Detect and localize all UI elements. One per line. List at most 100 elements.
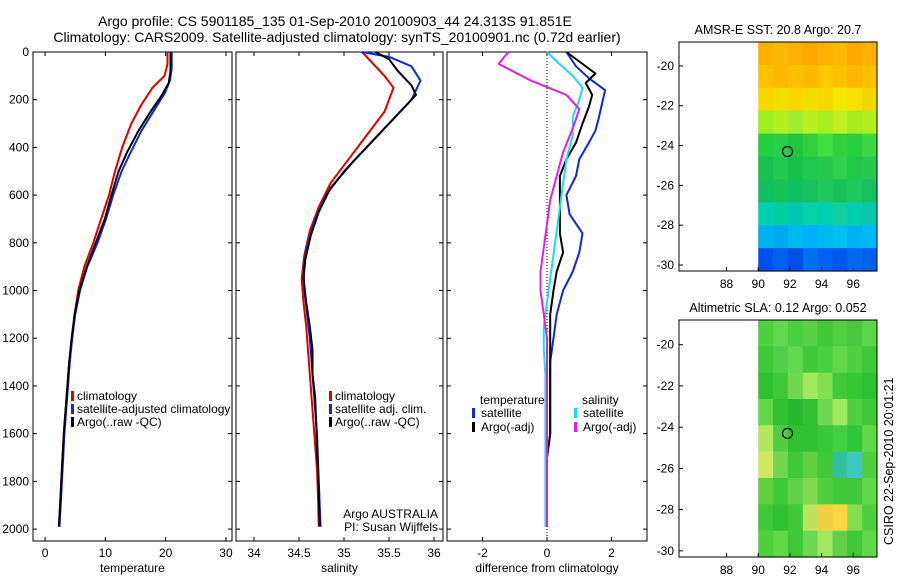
sla-map-cell — [787, 346, 804, 374]
ytick-label: -30 — [657, 544, 675, 558]
sst-map-cell — [773, 87, 789, 112]
sst-map-cell — [802, 225, 819, 249]
salinity-legend-swatch — [329, 404, 332, 414]
sla-map-cell — [832, 451, 848, 479]
sst-map-cell — [847, 179, 863, 203]
sla-map-cell — [773, 372, 789, 400]
sla-map-cell — [802, 320, 819, 347]
sst-map-cell — [817, 110, 833, 135]
sla-map-cell — [847, 346, 863, 374]
sst-map-cell — [802, 87, 819, 112]
sla-map-cell — [862, 346, 878, 374]
sst-map-cell — [787, 202, 804, 226]
temperature-legend-swatch — [71, 417, 74, 427]
sla-map-cell — [787, 372, 804, 400]
sla-map-cell — [862, 399, 878, 426]
sst-map-cell — [758, 179, 774, 203]
xtick-label: 10 — [99, 546, 113, 560]
sst-map-cell — [817, 42, 833, 66]
ytick-label: -24 — [657, 420, 675, 434]
legend-label-salinity: Argo(-adj) — [583, 420, 636, 434]
ytick-label: -26 — [657, 461, 675, 475]
sla-map-cell — [758, 320, 774, 347]
sla-map-cell — [758, 399, 774, 426]
sst-map-cell — [787, 225, 804, 249]
sla-map-cell — [787, 399, 804, 426]
sst-map-cell — [847, 133, 863, 158]
sla-map-cell — [802, 504, 819, 532]
temperature-legend-label: satellite-adjusted climatology — [77, 402, 230, 416]
sst-map-argo-position-marker — [781, 145, 794, 158]
salinity-legend-swatch — [329, 391, 332, 401]
ytick-label: -22 — [657, 99, 675, 113]
sst-map-cell — [862, 248, 878, 272]
sla-map-cell — [817, 372, 833, 400]
sla-map-cell — [862, 530, 878, 558]
sst-map-cell — [862, 64, 878, 89]
sla-map-cell — [802, 530, 819, 558]
sla-map-cell — [802, 425, 819, 453]
salinity-xlabel: salinity — [321, 561, 358, 575]
xtick-label: 96 — [847, 277, 861, 291]
temperature-legend-swatch — [71, 391, 74, 401]
xtick-label: 35 — [337, 546, 351, 560]
sst-map-axes-box — [678, 41, 878, 272]
sla-map-title: Altimetric SLA: 0.12 Argo: 0.052 — [689, 301, 866, 315]
sst-map-cell — [832, 133, 848, 158]
sst-map-cell — [802, 156, 819, 180]
sst-map-cell — [773, 156, 789, 180]
ytick-label: 1000 — [2, 284, 29, 298]
sst-map-cell — [787, 87, 804, 112]
sst-map-cell — [862, 179, 878, 203]
ytick-label: -28 — [657, 218, 675, 232]
sla-map-cell — [817, 399, 833, 426]
difference-series-temp-argo — [546, 51, 597, 527]
sla-map-cell — [832, 478, 848, 505]
sla-map-cell — [758, 530, 774, 558]
sla-map-cell — [817, 346, 833, 374]
xtick-label: 2 — [608, 546, 615, 560]
sst-map-cell — [787, 110, 804, 135]
sst-map-cell — [758, 202, 774, 226]
sla-map-cell — [862, 372, 878, 400]
sst-map-cell — [832, 179, 848, 203]
salinity-legend-label: Argo(..raw -QC) — [335, 415, 420, 429]
sla-map-cell — [773, 478, 789, 505]
sst-map-cell — [787, 248, 804, 272]
panel-temperature: 0 200 400 600 800 1000 1200 1400 1600 1800 2000 0 10… — [2, 45, 233, 575]
sla-map-cell — [832, 320, 848, 347]
difference-series-sal-argo — [497, 51, 581, 527]
sla-map-cell — [862, 504, 878, 532]
ytick-label: 800 — [9, 236, 29, 250]
sla-map-cell — [802, 451, 819, 479]
sst-map-cell — [832, 156, 848, 180]
sst-map-cell — [817, 87, 833, 112]
sla-map-cell — [847, 451, 863, 479]
xtick-label: 90 — [752, 563, 766, 577]
sla-map-cell — [817, 478, 833, 505]
legend-title-temperature: temperature — [480, 393, 545, 407]
sst-map-cell — [817, 156, 833, 180]
sla-map-cell — [802, 478, 819, 505]
sla-map-cell — [832, 504, 848, 532]
sst-map-cell — [832, 110, 848, 135]
sst-map-cell — [773, 202, 789, 226]
xtick-label: 90 — [752, 277, 766, 291]
sla-map-cell — [773, 504, 789, 532]
xtick-label: 88 — [720, 563, 734, 577]
sla-map-cell — [847, 530, 863, 558]
pi-note: PI: Susan Wijffels — [344, 520, 438, 534]
sla-map-cell — [787, 530, 804, 558]
temperature-axes-box — [32, 51, 233, 542]
sst-map-cell — [802, 133, 819, 158]
xtick-label: 92 — [783, 563, 797, 577]
sla-map-cell — [802, 346, 819, 374]
sst-map-cell — [787, 64, 804, 89]
sst-map-cell — [758, 42, 774, 66]
ytick-label: -28 — [657, 503, 675, 517]
sst-map-cell — [832, 64, 848, 89]
sla-map-cell — [817, 320, 833, 347]
sst-map-cell — [817, 179, 833, 203]
